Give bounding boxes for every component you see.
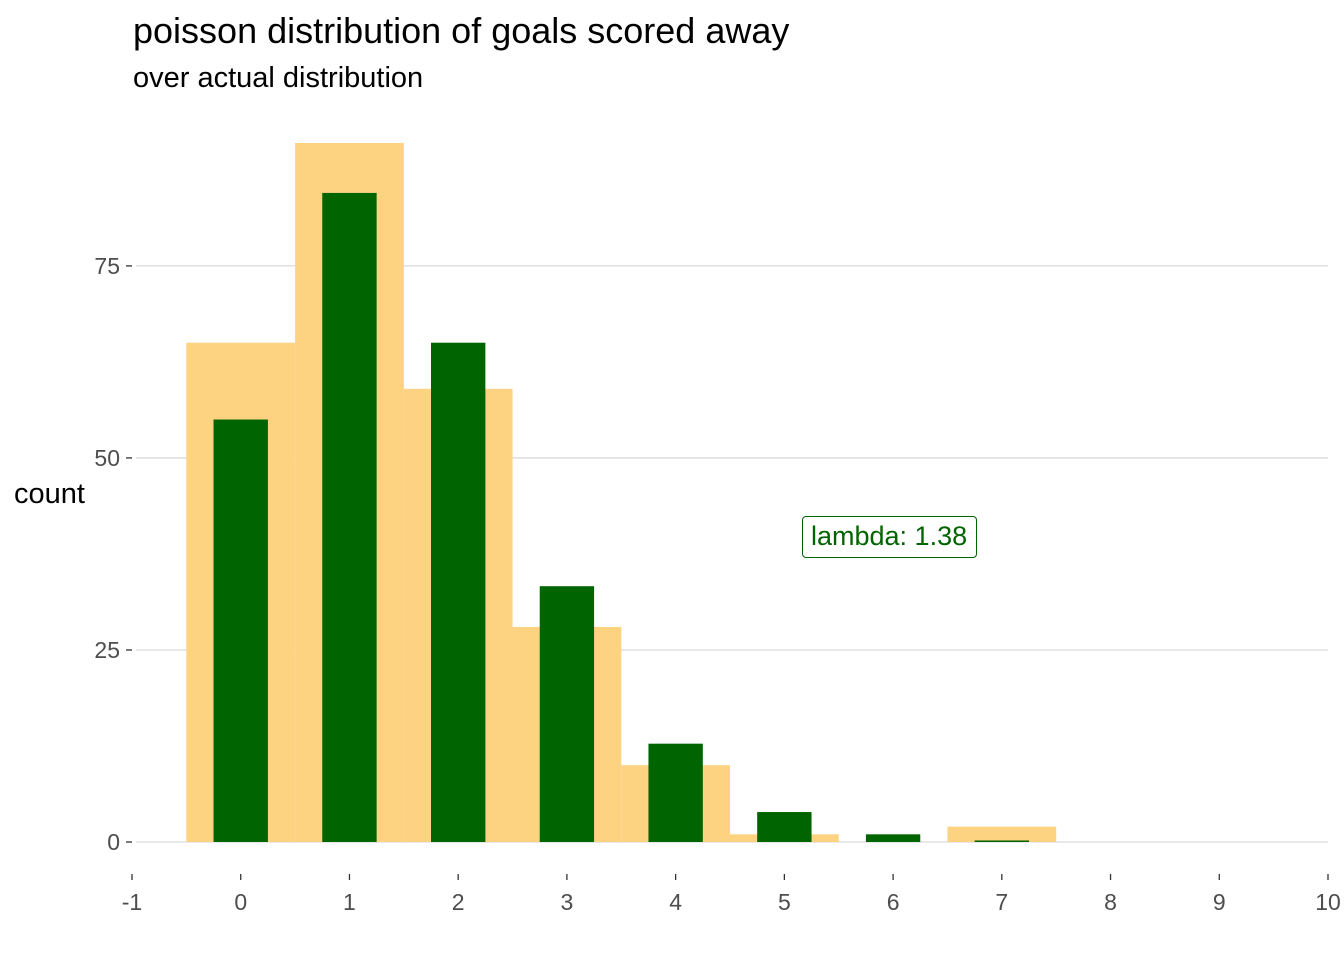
y-tick-label: 50: [94, 445, 120, 471]
x-tick-label: 10: [1315, 889, 1341, 915]
lambda-annotation: lambda: 1.38: [802, 516, 978, 558]
y-tick-label: 0: [107, 829, 120, 855]
x-tick-label: -1: [122, 889, 142, 915]
x-tick-label: 5: [778, 889, 791, 915]
chart-subtitle: over actual distribution: [133, 62, 424, 94]
poisson-bar: [757, 812, 812, 842]
x-tick-label: 8: [1104, 889, 1117, 915]
axis-layer: 0 25 50 75 -1 0 1 2 3 4 5 6 7 8 9 10: [94, 253, 1340, 915]
y-tick-label: 25: [94, 637, 120, 663]
actual-bars: [186, 143, 1057, 842]
x-tick-label: 3: [561, 889, 574, 915]
poisson-bar: [974, 840, 1029, 842]
poisson-bar: [431, 342, 486, 842]
x-tick-label: 6: [887, 889, 900, 915]
poisson-bars: [213, 192, 1029, 842]
poisson-bar: [213, 419, 268, 842]
x-tick-label: 0: [234, 889, 247, 915]
chart-title: poisson distribution of goals scored awa…: [133, 10, 790, 51]
x-tick-label: 1: [343, 889, 356, 915]
poisson-bar: [539, 586, 595, 842]
y-tick-label: 75: [94, 253, 120, 279]
poisson-bar: [648, 743, 703, 842]
actual-bar: [947, 826, 1057, 842]
x-tick-label: 2: [452, 889, 465, 915]
poisson-bar: [865, 834, 921, 842]
x-tick-label: 7: [995, 889, 1008, 915]
poisson-bar: [322, 192, 377, 842]
y-axis-label: count: [14, 478, 85, 510]
x-tick-label: 4: [669, 889, 682, 915]
x-tick-label: 9: [1213, 889, 1226, 915]
